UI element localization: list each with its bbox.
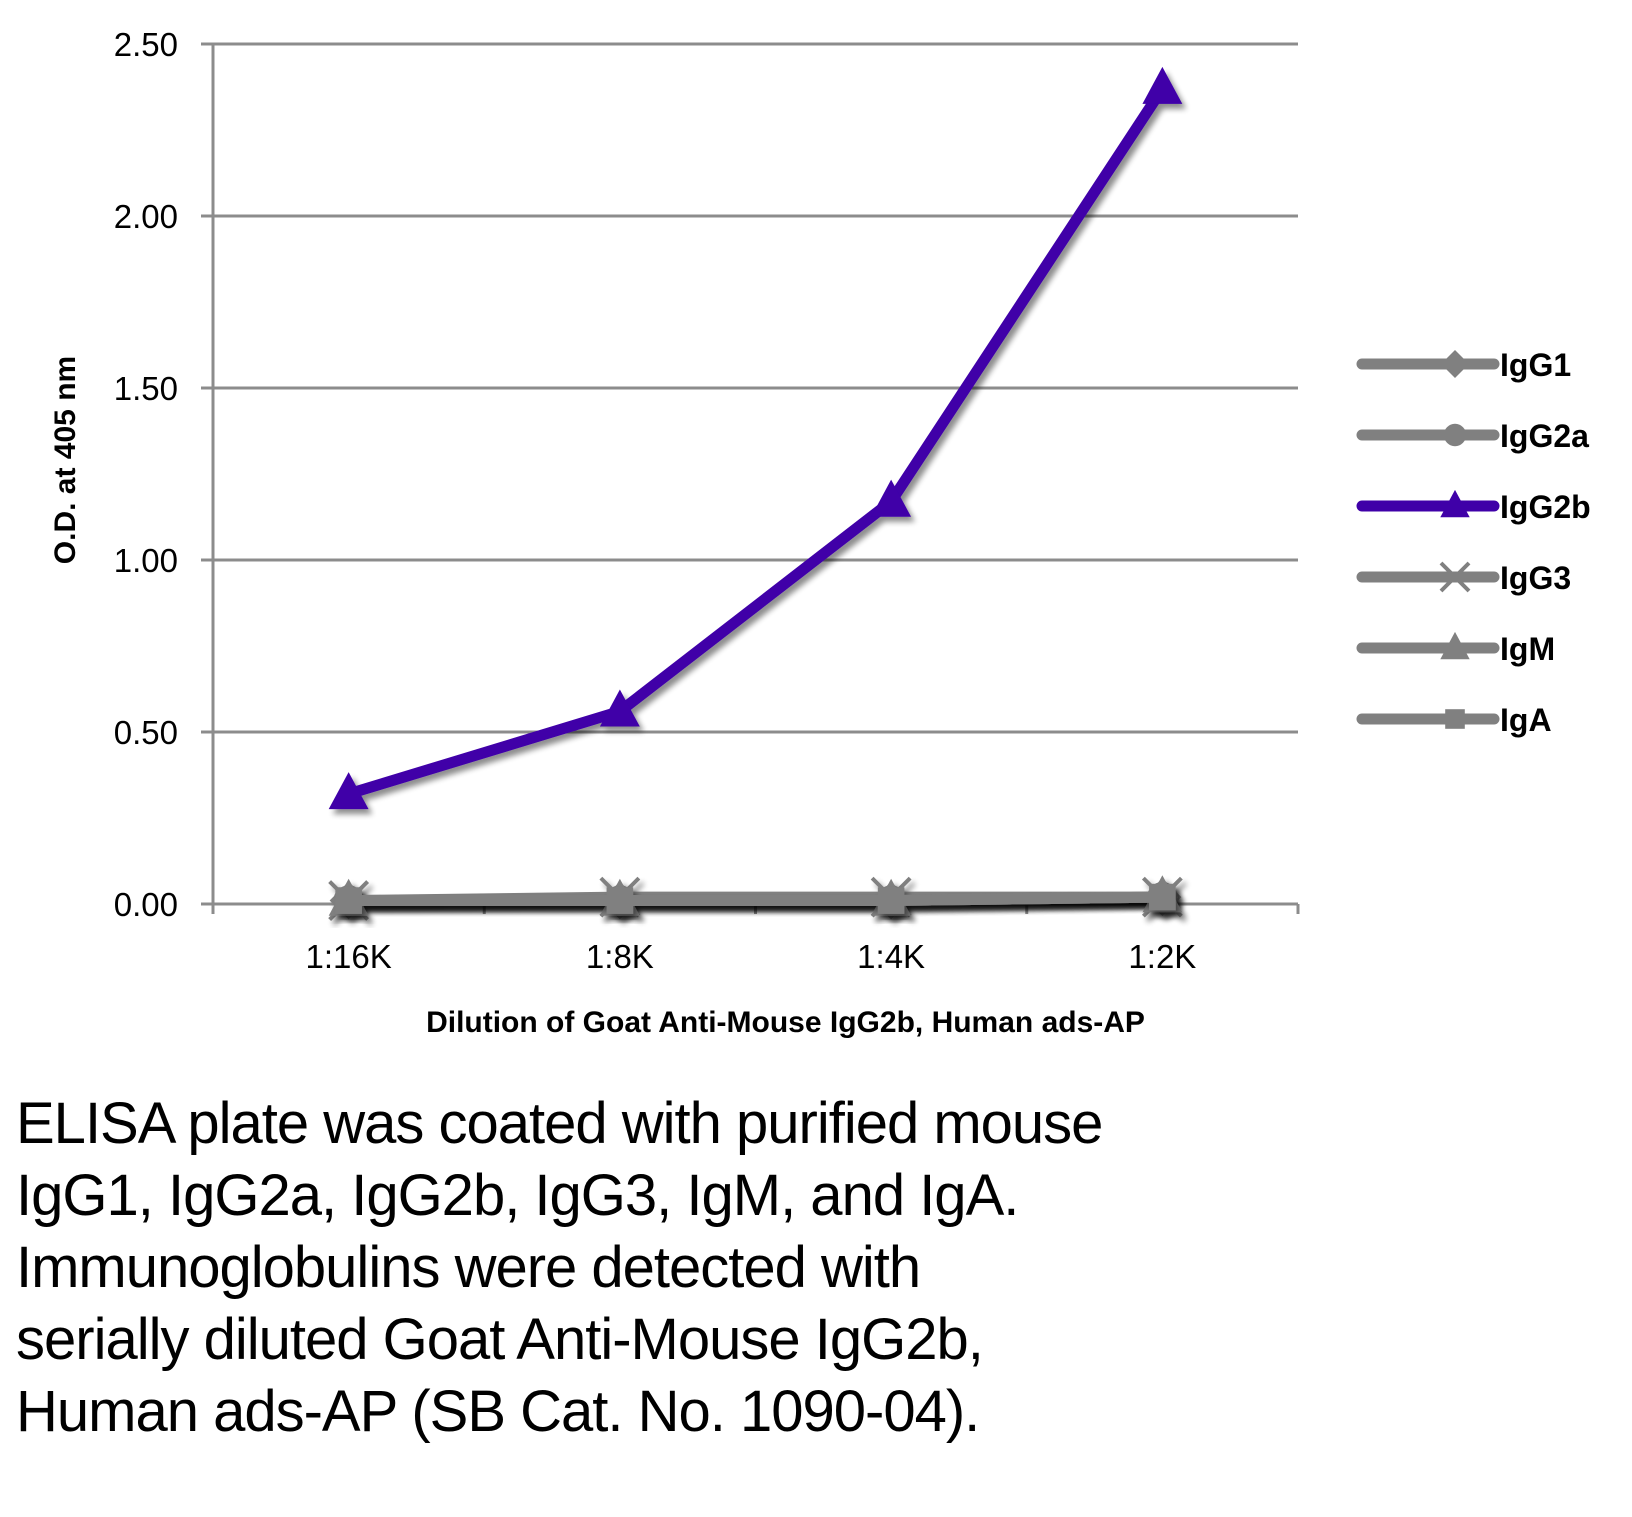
legend-item: IgG2b: [1356, 489, 1591, 525]
elisa-line-chart: 0.000.501.001.502.002.50 1:16K 1:8K 1:4K 1:…: [49, 26, 1591, 1039]
legend-label: IgA: [1500, 702, 1552, 738]
y-tick-label: 1.00: [114, 542, 178, 579]
legend-label: IgG3: [1500, 560, 1571, 596]
data-point: [335, 887, 362, 914]
legend-marker-circle-icon: [1443, 423, 1467, 447]
data-point: [599, 689, 640, 727]
legend-label: IgG1: [1500, 347, 1571, 383]
legend: IgG1 IgG2a IgG2b IgG3 IgM IgA: [1356, 347, 1591, 738]
legend-marker-square-icon: [1445, 709, 1465, 729]
x-tick-label: 1:8K: [586, 938, 654, 975]
x-axis-ticks: 1:16K 1:8K 1:4K 1:2K: [211, 904, 1300, 975]
legend-label: IgG2b: [1500, 489, 1591, 525]
caption-line: IgG1, IgG2a, IgG2b, IgG3, IgM, and IgA.: [16, 1163, 1019, 1228]
legend-item: IgG2a: [1356, 418, 1589, 454]
series-layer: [328, 66, 1183, 921]
legend-item: IgG1: [1356, 347, 1571, 383]
data-point: [877, 887, 905, 914]
caption-line: Human ads-AP (SB Cat. No. 1090-04).: [16, 1379, 980, 1444]
legend-marker-x-icon: [1439, 561, 1471, 593]
data-point: [1149, 883, 1176, 911]
legend-item: IgG3: [1356, 560, 1571, 596]
legend-item: IgA: [1356, 702, 1552, 738]
x-tick-label: 1:4K: [857, 938, 925, 975]
caption-line: ELISA plate was coated with purified mou…: [16, 1091, 1103, 1156]
x-axis-title: Dilution of Goat Anti-Mouse IgG2b, Human…: [426, 1006, 1145, 1039]
series-line: [343, 891, 1168, 907]
data-point: [871, 479, 912, 517]
y-tick-label: 2.50: [114, 26, 178, 63]
figure-caption: ELISA plate was coated with purified mou…: [16, 1088, 1416, 1448]
y-tick-label: 2.00: [114, 198, 178, 235]
caption-line: serially diluted Goat Anti-Mouse IgG2b,: [16, 1307, 984, 1372]
legend-label: IgG2a: [1500, 418, 1589, 454]
y-axis-ticks: 0.00 0.50 1.00 1.50 2.00 2.50: [114, 26, 213, 923]
legend-marker-triangle-icon: [1440, 489, 1470, 518]
y-tick-label: 1.50: [114, 370, 178, 407]
y-axis-title: O.D. at 405 nm: [49, 356, 82, 564]
y-tick-label: 0.00: [114, 886, 178, 923]
data-point: [606, 887, 634, 914]
series-iga: [335, 883, 1176, 914]
legend-marker-diamond-icon: [1441, 350, 1469, 378]
series-igg2b: [328, 66, 1183, 810]
x-tick-label: 1:16K: [306, 938, 392, 975]
x-tick-label: 1:2K: [1128, 938, 1196, 975]
y-tick-label: 0.50: [114, 714, 178, 751]
legend-label: IgM: [1500, 631, 1555, 667]
data-point: [1142, 66, 1183, 104]
gridlines: [213, 42, 1298, 734]
data-point: [328, 772, 369, 810]
legend-marker-triangle-icon: [1440, 631, 1470, 660]
legend-item: IgM: [1356, 631, 1555, 667]
series-line: [343, 83, 1168, 800]
caption-line: Immunoglobulins were detected with: [16, 1235, 921, 1300]
